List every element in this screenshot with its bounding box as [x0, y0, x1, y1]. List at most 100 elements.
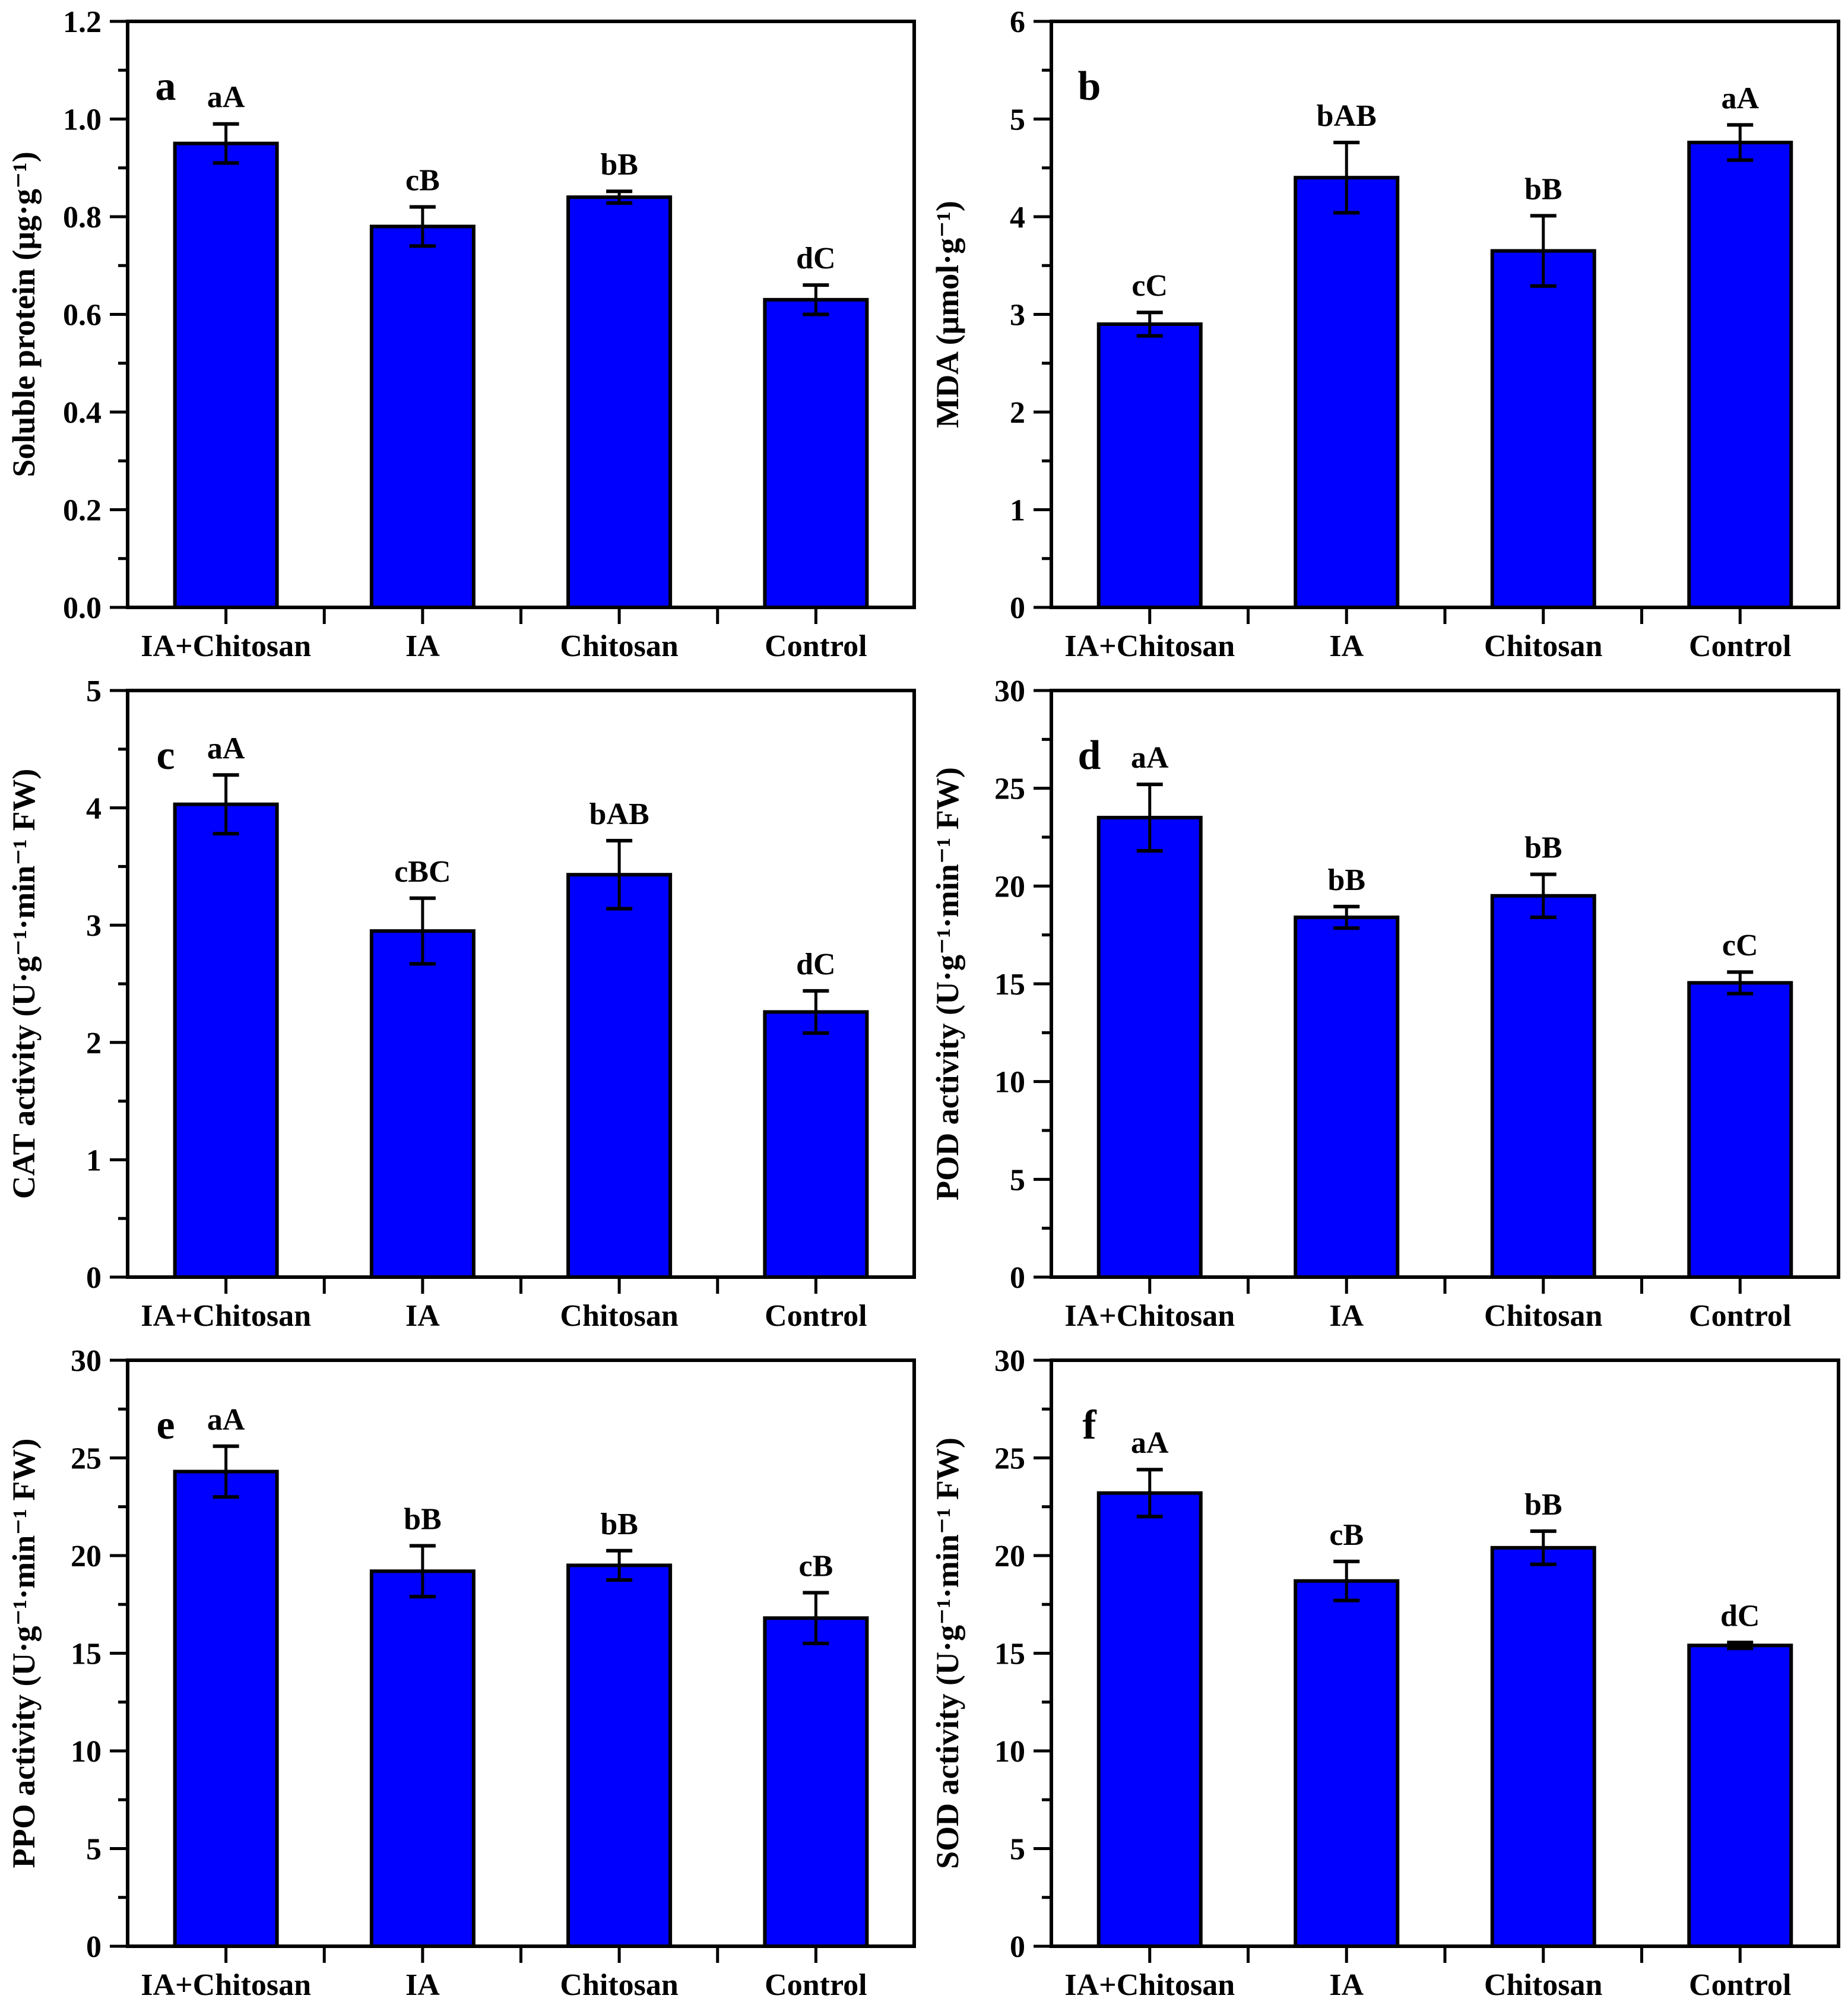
y-tick-label: 2	[86, 1027, 102, 1060]
category-label: Control	[765, 629, 867, 663]
y-tick-label: 3	[1010, 299, 1025, 332]
significance-label: cC	[1131, 269, 1168, 303]
significance-label: aA	[1131, 1426, 1169, 1460]
y-tick-label: 25	[994, 772, 1025, 806]
significance-label: bB	[600, 1507, 638, 1541]
bar-Control	[1687, 981, 1793, 1279]
plot-frame	[1050, 20, 1840, 609]
panel-f-sod-activity: 0 5 10 15 20 25 30 IA+Chitosan IA Chitosan Control…	[924, 1339, 1848, 2008]
y-tick-label: 0	[1010, 1261, 1025, 1295]
category-label: IA	[405, 1968, 440, 2002]
panel-letter: f	[1082, 1402, 1096, 1448]
category-label: IA	[405, 1299, 440, 1333]
bar-Chitosan	[1490, 1545, 1596, 1948]
plot-frame	[126, 1358, 916, 1948]
bar-Chitosan	[1490, 249, 1596, 609]
category-label: Chitosan	[560, 629, 678, 663]
significance-label: dC	[796, 948, 835, 981]
category-label: Control	[1689, 1299, 1791, 1333]
significance-label: aA	[207, 81, 245, 115]
y-tick-label: 4	[1010, 201, 1025, 235]
y-tick-label: 20	[994, 1540, 1025, 1573]
significance-label: dC	[1720, 1599, 1760, 1633]
y-tick-label: 0.4	[63, 396, 102, 430]
y-tick-label: 2	[1010, 396, 1025, 430]
y-tick-label: 1.2	[63, 5, 102, 39]
significance-label: aA	[1721, 81, 1759, 115]
panel-a-chart: 0.0 0.2 0.4 0.6 0.8 1.0 1.2 IA+Chitosan IA Chitos…	[0, 0, 924, 669]
y-tick-label: 0.8	[63, 201, 102, 235]
y-tick-label: 30	[994, 1344, 1025, 1378]
y-tick-label: 10	[994, 1066, 1025, 1100]
category-label: Chitosan	[560, 1968, 678, 2002]
y-tick-label: 3	[86, 909, 102, 943]
category-label: IA+Chitosan	[1064, 1299, 1235, 1333]
panel-e-chart: 0 5 10 15 20 25 30 IA+Chitosan IA Chitosan Control…	[0, 1339, 924, 2008]
bar-IA	[1294, 1579, 1400, 1948]
y-tick-label: 30	[71, 1344, 102, 1378]
y-tick-label: 1.0	[63, 103, 102, 137]
panel-e-ppo-activity: 0 5 10 15 20 25 30 IA+Chitosan IA Chitosan Control…	[0, 1339, 924, 2008]
y-tick-label: 0.6	[63, 299, 102, 332]
bar-Chitosan	[566, 1563, 673, 1948]
category-label: Chitosan	[1484, 629, 1602, 663]
y-axis-title: MDA (μmol·g⁻¹)	[930, 201, 965, 428]
category-label: IA	[1329, 1968, 1364, 2002]
bar-IA	[369, 1569, 476, 1948]
category-label: Chitosan	[560, 1299, 678, 1333]
y-tick-label: 5	[86, 1833, 102, 1867]
y-tick-label: 15	[994, 968, 1025, 1002]
category-label: Control	[1689, 629, 1791, 663]
y-axis-title: CAT activity (U·g⁻¹·min⁻¹ FW)	[6, 769, 42, 1199]
panel-f-chart: 0 5 10 15 20 25 30 IA+Chitosan IA Chitosan Control…	[924, 1339, 1848, 2008]
panel-letter: b	[1078, 64, 1101, 109]
y-tick-label: 10	[71, 1735, 102, 1769]
plot-frame	[126, 689, 916, 1279]
y-axis-title: SOD activity (U·g⁻¹·min⁻¹ FW)	[930, 1437, 965, 1869]
category-label: Control	[765, 1968, 867, 2002]
significance-label: aA	[207, 1403, 245, 1437]
y-tick-label: 5	[1010, 1163, 1025, 1197]
significance-label: bB	[1524, 1488, 1562, 1522]
category-label: IA+Chitosan	[1064, 1968, 1235, 2002]
bar-IA	[369, 224, 476, 609]
category-label: IA	[1329, 629, 1364, 663]
bar-IA+Chitosan	[173, 141, 279, 609]
bar-Control	[763, 1616, 869, 1948]
panel-letter: d	[1078, 733, 1101, 778]
panel-letter: e	[156, 1402, 175, 1448]
panel-d-chart: 0 5 10 15 20 25 30 IA+Chitosan IA Chitosan Control…	[924, 669, 1848, 1339]
category-label: Control	[1689, 1968, 1791, 2002]
significance-label: cC	[1722, 929, 1758, 962]
category-label: IA+Chitosan	[141, 1968, 311, 2002]
panel-b-chart: 0 1 2 3 4 5 6 IA+Chitosan IA Chitosan Control cC bAB…	[924, 0, 1848, 669]
bar-Control	[763, 297, 869, 609]
bar-IA+Chitosan	[173, 1469, 279, 1948]
significance-label: aA	[207, 731, 245, 765]
y-tick-label: 10	[994, 1735, 1025, 1769]
significance-label: cB	[1329, 1518, 1364, 1552]
y-tick-label: 15	[71, 1638, 102, 1671]
bar-Chitosan	[566, 195, 673, 610]
y-tick-label: 1	[1010, 494, 1025, 528]
bar-IA	[1294, 176, 1400, 609]
significance-label: bB	[600, 148, 638, 182]
y-axis-title: POD activity (U·g⁻¹·min⁻¹ FW)	[930, 767, 965, 1201]
significance-label: bAB	[589, 797, 649, 831]
y-tick-label: 0	[86, 1930, 102, 1964]
panel-letter: a	[156, 64, 176, 109]
bar-IA+Chitosan	[1096, 322, 1203, 609]
significance-label: cB	[405, 164, 440, 198]
bar-IA+Chitosan	[173, 802, 279, 1279]
bar-Control	[1687, 1643, 1793, 1949]
category-label: Control	[765, 1299, 867, 1333]
bar-IA	[369, 929, 476, 1279]
category-label: IA	[1329, 1299, 1364, 1333]
panel-a-soluble-protein: 0.0 0.2 0.4 0.6 0.8 1.0 1.2 IA+Chitosan IA Chitos…	[0, 0, 924, 669]
bar-Control	[763, 1010, 869, 1279]
y-tick-label: 0	[86, 1261, 102, 1295]
bar-Chitosan	[1490, 894, 1596, 1279]
panel-letter: c	[156, 733, 175, 778]
y-tick-label: 25	[994, 1442, 1025, 1476]
bar-IA+Chitosan	[1096, 1491, 1203, 1949]
